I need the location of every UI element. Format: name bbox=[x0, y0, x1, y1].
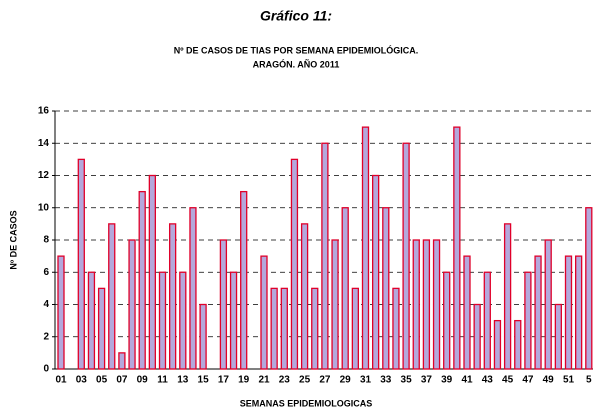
bar bbox=[392, 287, 400, 370]
bar bbox=[240, 190, 248, 370]
bar bbox=[422, 239, 431, 370]
bar bbox=[189, 207, 197, 370]
x-tick-label: 25 bbox=[299, 375, 311, 386]
x-tick-label: 41 bbox=[461, 375, 473, 386]
bar bbox=[554, 303, 562, 370]
y-tick-label: 10 bbox=[38, 202, 50, 213]
bar bbox=[280, 287, 288, 370]
bar bbox=[108, 223, 116, 370]
bar bbox=[361, 126, 370, 370]
bar bbox=[270, 287, 278, 370]
x-tick-label: 21 bbox=[258, 375, 270, 386]
x-tick-label: 49 bbox=[543, 375, 555, 386]
bar bbox=[128, 239, 136, 370]
x-tick-label: 09 bbox=[137, 375, 149, 386]
y-tick-label: 4 bbox=[43, 299, 49, 310]
y-tick-label: 16 bbox=[38, 106, 50, 117]
bar bbox=[97, 287, 106, 370]
bar bbox=[331, 239, 339, 370]
x-tick-label: 19 bbox=[238, 375, 250, 386]
bar bbox=[118, 352, 126, 370]
bar bbox=[412, 239, 420, 370]
x-tick-label: 37 bbox=[421, 375, 433, 386]
x-tick-label: 45 bbox=[502, 375, 514, 386]
bar bbox=[473, 303, 481, 370]
bar bbox=[229, 271, 238, 370]
bar bbox=[432, 239, 441, 370]
x-tick-label: 17 bbox=[218, 375, 230, 386]
bar bbox=[87, 271, 96, 370]
bar bbox=[158, 271, 167, 370]
x-tick-label: 11 bbox=[157, 375, 168, 386]
y-tick-label: 12 bbox=[38, 170, 50, 181]
y-tick-label: 14 bbox=[38, 138, 50, 149]
x-tick-label: 23 bbox=[279, 375, 291, 386]
bar bbox=[341, 207, 349, 370]
x-tick-label: 15 bbox=[198, 375, 210, 386]
bar bbox=[514, 319, 522, 370]
bar bbox=[300, 223, 309, 370]
y-tick-label: 8 bbox=[43, 235, 49, 246]
bar bbox=[311, 287, 319, 370]
bar bbox=[382, 207, 390, 370]
bar bbox=[402, 142, 410, 370]
bar bbox=[260, 255, 268, 370]
x-tick-label: 51 bbox=[563, 375, 575, 386]
bar bbox=[503, 223, 512, 370]
chart-title: Gráfico 11: bbox=[260, 8, 332, 24]
y-axis-label: Nº DE CASOS bbox=[8, 210, 18, 269]
x-tick-label: 43 bbox=[482, 375, 494, 386]
bar bbox=[453, 126, 461, 370]
bar bbox=[544, 239, 552, 370]
bar bbox=[463, 255, 471, 370]
x-tick-label: 07 bbox=[116, 375, 128, 386]
x-tick-label: 03 bbox=[76, 375, 88, 386]
x-tick-label: 33 bbox=[380, 375, 392, 386]
chart-subtitle: Nº DE CASOS DE TIAS POR SEMANA EPIDEMIOL… bbox=[174, 44, 418, 55]
y-tick-label: 2 bbox=[43, 331, 49, 342]
bar bbox=[443, 271, 451, 370]
bar bbox=[351, 287, 360, 370]
bar bbox=[564, 255, 573, 370]
x-tick-label: 29 bbox=[340, 375, 352, 386]
y-tick-label: 0 bbox=[43, 364, 49, 375]
x-tick-label: 39 bbox=[441, 375, 453, 386]
y-tick-label: 6 bbox=[43, 267, 49, 278]
bar bbox=[148, 174, 157, 370]
bar bbox=[493, 319, 502, 370]
x-tick-label: 05 bbox=[96, 375, 108, 386]
bar bbox=[321, 142, 329, 370]
bar bbox=[483, 271, 491, 370]
x-tick-label: 27 bbox=[319, 375, 331, 386]
bar bbox=[179, 271, 187, 370]
bar bbox=[524, 271, 532, 370]
bar bbox=[199, 303, 207, 370]
bar bbox=[534, 255, 542, 370]
x-tick-label: 01 bbox=[55, 375, 67, 386]
bar bbox=[168, 223, 177, 370]
bar bbox=[575, 255, 583, 370]
x-tick-label: 35 bbox=[401, 375, 413, 386]
x-tick-label: 47 bbox=[522, 375, 534, 386]
bar bbox=[371, 174, 380, 370]
x-tick-label: 5 bbox=[586, 375, 592, 386]
x-axis-label: SEMANAS EPIDEMIOLOGICAS bbox=[240, 398, 373, 408]
bar bbox=[585, 207, 593, 370]
bar bbox=[57, 255, 65, 370]
bar bbox=[138, 190, 146, 370]
bar bbox=[77, 158, 85, 370]
x-tick-label: 13 bbox=[177, 375, 189, 386]
bar bbox=[290, 158, 299, 370]
chart-subtitle: ARAGÓN. AÑO 2011 bbox=[253, 58, 340, 69]
x-tick-label: 31 bbox=[360, 375, 372, 386]
bar bbox=[219, 239, 228, 370]
